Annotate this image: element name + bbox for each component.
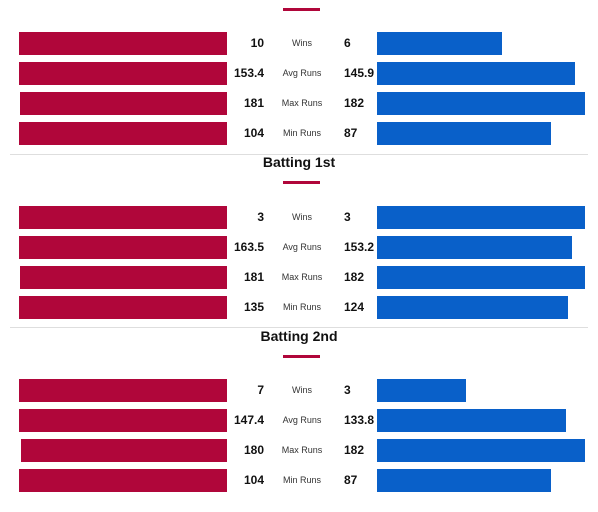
team-b-value: 124	[344, 300, 365, 314]
stat-row: 10 Wins 6	[0, 32, 598, 55]
section-title: Batting 1st	[262, 154, 336, 170]
accent-line	[283, 355, 320, 358]
stat-row: 180 Max Runs 182	[0, 439, 598, 462]
stat-label: Avg Runs	[282, 242, 322, 252]
accent-line	[283, 8, 320, 11]
stat-row: 163.5 Avg Runs 153.2	[0, 236, 598, 259]
stat-row: 104 Min Runs 87	[0, 122, 598, 145]
team-a-value: 163.5	[233, 240, 264, 254]
stat-row: 3 Wins 3	[0, 206, 598, 229]
team-b-bar	[377, 236, 572, 259]
stat-label: Avg Runs	[282, 68, 322, 78]
team-a-bar	[19, 409, 227, 432]
stat-label: Wins	[292, 38, 312, 48]
team-b-bar	[377, 266, 585, 289]
team-a-value: 147.4	[233, 413, 264, 427]
team-b-bar	[377, 206, 585, 229]
stat-row: 153.4 Avg Runs 145.9	[0, 62, 598, 85]
team-a-value: 10	[250, 36, 264, 50]
team-b-value: 182	[344, 443, 365, 457]
team-a-value: 180	[243, 443, 264, 457]
team-a-bar	[19, 469, 227, 492]
stat-label: Avg Runs	[282, 415, 322, 425]
team-a-bar	[19, 122, 227, 145]
stat-row: 104 Min Runs 87	[0, 469, 598, 492]
team-a-bar	[21, 439, 227, 462]
section-divider	[10, 154, 588, 155]
team-b-bar	[377, 32, 502, 55]
stat-row: 135 Min Runs 124	[0, 296, 598, 319]
stat-label: Max Runs	[281, 272, 323, 282]
stat-label: Min Runs	[282, 475, 321, 485]
team-a-value: 153.4	[233, 66, 264, 80]
team-b-value: 133.8	[344, 413, 375, 427]
stat-label: Min Runs	[282, 302, 321, 312]
stat-row: 7 Wins 3	[0, 379, 598, 402]
team-a-bar	[20, 266, 227, 289]
team-a-bar	[19, 379, 227, 402]
team-b-bar	[377, 439, 585, 462]
team-a-value: 135	[243, 300, 264, 314]
team-b-bar	[377, 379, 467, 402]
stat-row: 181 Max Runs 182	[0, 266, 598, 289]
team-a-bar	[19, 32, 227, 55]
team-b-value: 182	[344, 270, 365, 284]
team-b-bar	[377, 92, 585, 115]
team-a-bar	[19, 236, 227, 259]
accent-line	[283, 181, 320, 184]
team-b-value: 145.9	[344, 66, 375, 80]
team-b-bar	[377, 409, 566, 432]
team-a-value: 181	[243, 270, 264, 284]
stat-label: Wins	[292, 212, 312, 222]
team-b-value: 3	[344, 210, 351, 224]
team-b-bar	[377, 62, 575, 85]
stat-label: Min Runs	[282, 128, 321, 138]
stat-row: 181 Max Runs 182	[0, 92, 598, 115]
team-b-value: 6	[344, 36, 351, 50]
stat-label: Wins	[292, 385, 312, 395]
team-a-bar	[19, 62, 227, 85]
team-b-value: 153.2	[344, 240, 375, 254]
team-a-bar	[19, 206, 227, 229]
team-b-value: 182	[344, 96, 365, 110]
team-a-value: 181	[243, 96, 264, 110]
team-a-bar	[20, 92, 227, 115]
stat-label: Max Runs	[281, 98, 323, 108]
team-b-value: 87	[344, 126, 358, 140]
team-b-bar	[377, 296, 569, 319]
team-a-bar	[19, 296, 227, 319]
section-divider	[10, 327, 588, 328]
team-b-value: 87	[344, 473, 358, 487]
team-b-bar	[377, 122, 551, 145]
team-a-value: 3	[257, 210, 264, 224]
team-a-value: 7	[257, 383, 264, 397]
section-title: Batting 2nd	[260, 328, 338, 344]
stat-label: Max Runs	[281, 445, 323, 455]
team-b-bar	[377, 469, 551, 492]
team-a-value: 104	[243, 126, 264, 140]
stat-row: 147.4 Avg Runs 133.8	[0, 409, 598, 432]
team-a-value: 104	[243, 473, 264, 487]
team-b-value: 3	[344, 383, 351, 397]
